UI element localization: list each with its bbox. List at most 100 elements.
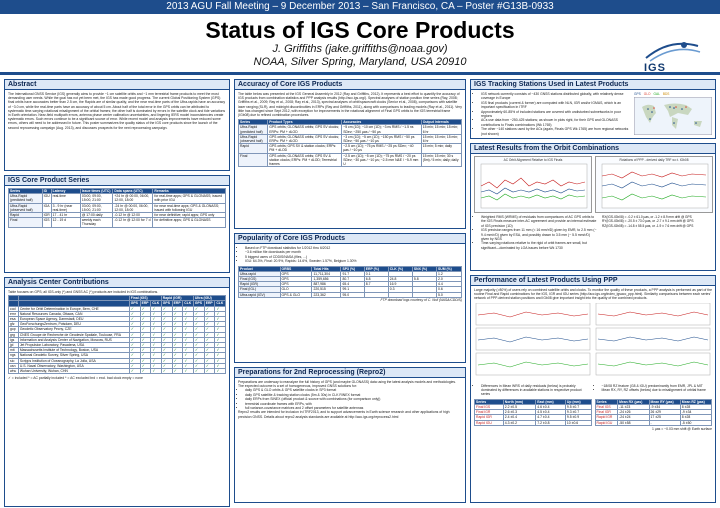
ac-name: CNES Groupe de Recherche de Geodesie Spa… bbox=[17, 331, 130, 338]
check-cell: ✓ bbox=[139, 368, 152, 375]
table-cell bbox=[387, 291, 413, 298]
table-cell: Final IGS bbox=[474, 404, 504, 411]
ac-name: European Space Agency, Darmstadt, DEU bbox=[17, 315, 130, 323]
table-row: Ultra-Rapid (predicted half) GPS orbits; … bbox=[237, 124, 463, 135]
orbit-results-bullets: Weighted RMS (WRMS) of residuals from co… bbox=[474, 215, 599, 250]
middle-column: Accuracy of Core IGS Products The table … bbox=[234, 79, 466, 507]
bullet-item: 5 biggest users of CDDIS/NASA (files, ..… bbox=[245, 255, 462, 259]
table-cell: GPS orbits; GLONASS orbits; GPS SV clock… bbox=[267, 133, 343, 145]
right-column: IGS Tracking Stations Used in Latest Pro… bbox=[470, 79, 716, 507]
legend-gal: GAL bbox=[653, 92, 660, 96]
trf-chart-plot bbox=[601, 163, 709, 209]
poster-affiliation: NOAA, Silver Spring, Maryland, USA 20910 bbox=[253, 56, 467, 68]
core-series-table: Series ID Latency Issue times (UTC) Data… bbox=[8, 187, 226, 228]
world-map-graphic bbox=[633, 96, 713, 136]
bullet-item: The other ~140 stations used by the ACs … bbox=[481, 127, 631, 136]
conference-banner: 2013 AGU Fall Meeting – 9 December 2013 … bbox=[0, 0, 720, 14]
abstract-section: Abstract The International GNSS Service … bbox=[4, 79, 230, 171]
bullet-item: Differences in Mean WRS of daily residua… bbox=[481, 384, 592, 397]
table-row: Rapid IGU -50 ±58- -5 ±50 bbox=[594, 419, 713, 426]
poster-header: Status of IGS Core Products J. Griffiths… bbox=[0, 14, 720, 74]
table-cell: 15 min; 15 min; 15 min; 6 hr bbox=[420, 133, 463, 145]
table-cell: Ultra-Rapid (predicted half) bbox=[8, 193, 43, 204]
trf-rotation-chart: Rotations of PPP - derived daily TRF w.r… bbox=[595, 156, 713, 213]
table-cell: 9.3 ±0.7 bbox=[564, 409, 592, 416]
repro-text: Preparations are underway to reanalyze t… bbox=[238, 380, 457, 389]
table-cell: 03:00, 09:00, 15:00, 21:00 bbox=[79, 193, 114, 204]
rotation-rx: RX(IGS-IGb08) = -0.2 ± 61.0 µas, or -1.2… bbox=[602, 215, 692, 219]
legend-bds: BDS bbox=[662, 92, 670, 96]
ac-name: Information and Analysis Center of Navig… bbox=[17, 336, 130, 344]
bullet-item: IGS final products (current & former) ar… bbox=[481, 101, 631, 110]
sub-col-header: GPS bbox=[192, 300, 205, 307]
table-row: whu Wuhan University, Wuhan, CHN ✓ ✓ ✓ ✓ ✓ ✓ ✓ ✓ ✓ bbox=[8, 368, 226, 375]
trf-chart-title: Rotations of PPP - derived daily TRF w.r… bbox=[619, 158, 689, 162]
header-rule bbox=[0, 72, 720, 75]
ac-name: U.S. Naval Observatory, Washington, USA bbox=[17, 362, 130, 370]
ppp-bullets-right: ~18/08 RZ feature (G8 & IGU) predominant… bbox=[595, 384, 713, 397]
table-row: Final GPS orbits; GLONASS orbits; GPS SV … bbox=[237, 152, 463, 168]
col-header: SNX (%) bbox=[411, 265, 438, 272]
table-cell: for definitive apps; GPS & GLONASS bbox=[152, 217, 226, 228]
sub-col-header: ERP bbox=[171, 300, 184, 307]
bullet-item: ACs use data from ~250-425 stations; as … bbox=[481, 118, 631, 127]
popularity-footer: FTP download logs courtesy of C. Noll (N… bbox=[380, 297, 462, 302]
check-cell: ✓ bbox=[214, 368, 226, 375]
ac-name: Natural Resources Canada, Ottawa, CAN bbox=[17, 310, 130, 318]
check-cell: ✓ bbox=[182, 368, 194, 375]
bullet-item: IGS network currently consists of ~430 G… bbox=[481, 92, 631, 101]
ppp-text: Large majority (>80%) of users rely on c… bbox=[474, 288, 712, 301]
bullet-item: ~18/08 RZ feature (G8 & IGU) predominant… bbox=[602, 384, 713, 388]
table-cell: 15 min; 15 min; 15 min; 6 hr bbox=[420, 124, 463, 135]
ppp-rotation-plots bbox=[595, 302, 711, 375]
igs-logo-graphic bbox=[645, 42, 701, 62]
accuracy-table: Series Product Types Accuracies Output I… bbox=[237, 119, 463, 168]
check-cell: ✓ bbox=[150, 368, 162, 375]
table-cell: Ultra-Rapid (observed half) bbox=[237, 133, 269, 145]
ac-name: Wuhan University, Wuhan, CHN bbox=[17, 368, 130, 375]
bullet-item: daily ERPs from SINEX (official product … bbox=[245, 397, 462, 401]
repro-heading: Preparations for 2nd Reprocessing (Repro… bbox=[235, 368, 465, 378]
table-cell: - bbox=[648, 419, 681, 426]
table-cell: Ultra-Rapid (observed half) bbox=[8, 202, 43, 214]
col-header: Data spans (UTC) bbox=[112, 187, 154, 195]
poster-authors: J. Griffiths (jake.griffiths@noaa.gov) bbox=[272, 43, 448, 55]
table-row: Ultra-Rapid (observed half) IGA 3 - 9 hr (… bbox=[8, 202, 226, 214]
map-legend: GPS GLO GAL BDS bbox=[634, 92, 712, 96]
bullet-item: terrestrial coordinate frames with ERPs,… bbox=[245, 402, 462, 406]
table-cell: 95.0 bbox=[340, 291, 365, 298]
orbit-results-heading: Latest Results from the Orbit Combinatio… bbox=[471, 144, 715, 154]
bullet-item: ~3.6 million file downloads per month bbox=[245, 250, 462, 254]
table-cell: 7.2 ±0.8 bbox=[535, 419, 566, 426]
check-cell: ✓ bbox=[160, 368, 173, 375]
table-cell: GPS & GLO bbox=[279, 291, 313, 298]
ppp-panels bbox=[474, 302, 712, 382]
table-cell: real-time bbox=[50, 193, 81, 204]
ppp-footer: 1 µas = ~0.03 mm shift @ Earth surface bbox=[651, 426, 712, 431]
sub-col-header: GPS bbox=[128, 300, 141, 307]
table-cell: GPS orbits; GLONASS orbits; GPS SV clock… bbox=[267, 124, 343, 135]
bullet-item: Time-varying rotations relative to the r… bbox=[481, 241, 599, 250]
core-series-section: IGS Core Product Series Series ID Latenc… bbox=[4, 175, 230, 273]
check-cell: ✓ bbox=[128, 368, 141, 375]
table-cell: 12 - 19 d bbox=[50, 217, 81, 228]
table-cell: for real-time apps; GPS & GLONASS; issue… bbox=[152, 193, 226, 204]
table-cell: ~2.5 cm (1D); ~5 cm (1D); ~75 ps RMS / ~… bbox=[341, 152, 422, 168]
table-cell: IGA bbox=[41, 202, 52, 214]
table-cell: ~3 cm (1D); ~5 cm (1D); ~150 ps RMS / ~5… bbox=[341, 133, 422, 145]
abstract-text: The International GNSS Service (IGS) gen… bbox=[8, 92, 226, 130]
col-header: Mean RX (µas) bbox=[617, 398, 650, 406]
repro-text-2: Repro2 results are intended for inclusio… bbox=[238, 410, 450, 419]
table-row: Ultra-Rapid (observed half) GPS orbits; G… bbox=[237, 133, 463, 145]
table-cell: Ultra-rapid (IGV) bbox=[238, 291, 281, 298]
table-cell bbox=[363, 291, 389, 298]
table-cell: weekly each Thursday bbox=[79, 217, 114, 228]
popularity-heading: Popularity of Core IGS Products bbox=[235, 234, 465, 244]
igs-logo: IGS bbox=[640, 36, 704, 74]
orbit-results-section: Latest Results from the Orbit Combinatio… bbox=[470, 143, 716, 271]
table-cell: Ultra-Rapid (predicted half) bbox=[237, 124, 269, 135]
table-cell: 9.5 ±0.9 bbox=[564, 414, 592, 421]
table-cell: 9.5 ±0.7 bbox=[564, 404, 592, 411]
bullet-item: daily GPS satellite & tracking station c… bbox=[245, 393, 462, 397]
col-header: Mean RZ (µas) bbox=[679, 398, 713, 406]
